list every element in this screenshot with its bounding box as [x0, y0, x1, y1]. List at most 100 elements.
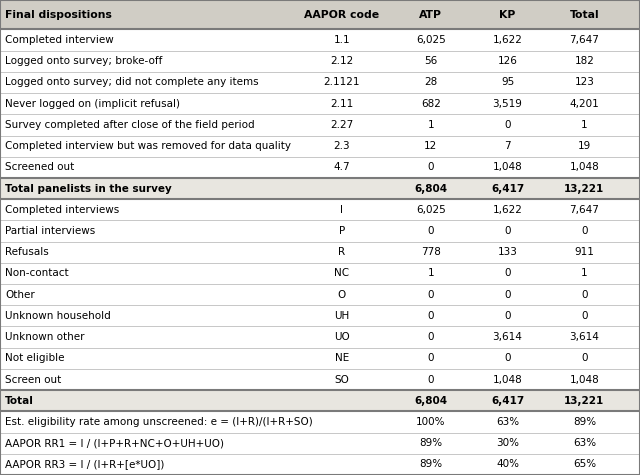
- Text: Not eligible: Not eligible: [5, 353, 65, 363]
- Text: 682: 682: [420, 99, 441, 109]
- Text: 2.11: 2.11: [330, 99, 353, 109]
- Text: 7,647: 7,647: [570, 205, 599, 215]
- Text: 3,519: 3,519: [493, 99, 522, 109]
- Text: 1,048: 1,048: [493, 374, 522, 385]
- Text: 6,417: 6,417: [491, 396, 524, 406]
- Text: AAPOR RR3 = I / (I+R+[e*UO]): AAPOR RR3 = I / (I+R+[e*UO]): [5, 459, 164, 469]
- Text: 2.1121: 2.1121: [323, 77, 360, 87]
- Text: AAPOR RR1 = I / (I+P+R+NC+O+UH+UO): AAPOR RR1 = I / (I+P+R+NC+O+UH+UO): [5, 438, 224, 448]
- Text: Screened out: Screened out: [5, 162, 74, 172]
- Text: Total panelists in the survey: Total panelists in the survey: [5, 183, 172, 194]
- Text: 100%: 100%: [416, 417, 445, 427]
- Text: 182: 182: [574, 56, 595, 66]
- Text: 2.12: 2.12: [330, 56, 353, 66]
- Text: 0: 0: [504, 311, 511, 321]
- Bar: [0, 29, 640, 51]
- Text: 13,221: 13,221: [564, 396, 604, 406]
- Bar: [0, 348, 640, 369]
- Text: Other: Other: [5, 290, 35, 300]
- Text: 126: 126: [497, 56, 518, 66]
- Bar: [0, 305, 640, 326]
- Text: 6,417: 6,417: [491, 183, 524, 194]
- Text: 2.27: 2.27: [330, 120, 353, 130]
- Text: 7: 7: [504, 141, 511, 151]
- Text: 40%: 40%: [496, 459, 519, 469]
- Text: Unknown other: Unknown other: [5, 332, 84, 342]
- Bar: [0, 72, 640, 93]
- Text: 1: 1: [428, 268, 434, 278]
- Text: 1: 1: [428, 120, 434, 130]
- Text: I: I: [340, 205, 343, 215]
- Bar: [0, 390, 640, 411]
- Text: Never logged on (implicit refusal): Never logged on (implicit refusal): [5, 99, 180, 109]
- Text: 13,221: 13,221: [564, 183, 604, 194]
- Bar: [0, 51, 640, 72]
- Text: Screen out: Screen out: [5, 374, 61, 385]
- Text: Completed interviews: Completed interviews: [5, 205, 120, 215]
- Text: Non-contact: Non-contact: [5, 268, 68, 278]
- Text: R: R: [338, 247, 346, 257]
- Text: 0: 0: [581, 353, 588, 363]
- Text: Unknown household: Unknown household: [5, 311, 111, 321]
- Text: 56: 56: [424, 56, 437, 66]
- Text: Logged onto survey; did not complete any items: Logged onto survey; did not complete any…: [5, 77, 259, 87]
- Text: 0: 0: [428, 311, 434, 321]
- Text: Est. eligibility rate among unscreened: e = (I+R)/(I+R+SO): Est. eligibility rate among unscreened: …: [5, 417, 313, 427]
- Text: 1.1: 1.1: [333, 35, 350, 45]
- Text: UO: UO: [334, 332, 349, 342]
- Text: 0: 0: [504, 268, 511, 278]
- Text: 911: 911: [574, 247, 595, 257]
- Text: 0: 0: [428, 226, 434, 236]
- Text: 12: 12: [424, 141, 437, 151]
- Text: 0: 0: [428, 162, 434, 172]
- Text: 89%: 89%: [419, 438, 442, 448]
- Text: 1,048: 1,048: [570, 162, 599, 172]
- Bar: [0, 199, 640, 220]
- Bar: [0, 369, 640, 390]
- Text: 1,048: 1,048: [493, 162, 522, 172]
- Bar: [0, 157, 640, 178]
- Text: 123: 123: [574, 77, 595, 87]
- Text: 19: 19: [578, 141, 591, 151]
- Text: 0: 0: [581, 311, 588, 321]
- Text: O: O: [338, 290, 346, 300]
- Text: 0: 0: [428, 353, 434, 363]
- Text: Total: Total: [5, 396, 34, 406]
- Text: AAPOR code: AAPOR code: [304, 10, 380, 20]
- Text: 63%: 63%: [573, 438, 596, 448]
- Text: 6,025: 6,025: [416, 205, 445, 215]
- Bar: [0, 93, 640, 114]
- Bar: [0, 326, 640, 348]
- Text: KP: KP: [499, 10, 516, 20]
- Text: 3,614: 3,614: [493, 332, 522, 342]
- Text: 89%: 89%: [419, 459, 442, 469]
- Text: 1,622: 1,622: [493, 205, 522, 215]
- Bar: [0, 220, 640, 242]
- Text: 778: 778: [420, 247, 441, 257]
- Bar: [0, 178, 640, 199]
- Text: 0: 0: [428, 374, 434, 385]
- Text: P: P: [339, 226, 345, 236]
- Text: NC: NC: [334, 268, 349, 278]
- Text: 6,025: 6,025: [416, 35, 445, 45]
- Text: 1,622: 1,622: [493, 35, 522, 45]
- Bar: [0, 114, 640, 135]
- Text: Final dispositions: Final dispositions: [5, 10, 112, 20]
- Text: 63%: 63%: [496, 417, 519, 427]
- Text: 2.3: 2.3: [333, 141, 350, 151]
- Text: 6,804: 6,804: [414, 183, 447, 194]
- Bar: [0, 263, 640, 284]
- Text: 4.7: 4.7: [333, 162, 350, 172]
- Bar: [0, 135, 640, 157]
- Text: SO: SO: [334, 374, 349, 385]
- Text: 0: 0: [428, 332, 434, 342]
- Text: 3,614: 3,614: [570, 332, 599, 342]
- Text: 0: 0: [581, 226, 588, 236]
- Text: 4,201: 4,201: [570, 99, 599, 109]
- Text: NE: NE: [335, 353, 349, 363]
- Text: 0: 0: [504, 120, 511, 130]
- Text: Refusals: Refusals: [5, 247, 49, 257]
- Text: Logged onto survey; broke-off: Logged onto survey; broke-off: [5, 56, 163, 66]
- Text: ATP: ATP: [419, 10, 442, 20]
- Text: 0: 0: [581, 290, 588, 300]
